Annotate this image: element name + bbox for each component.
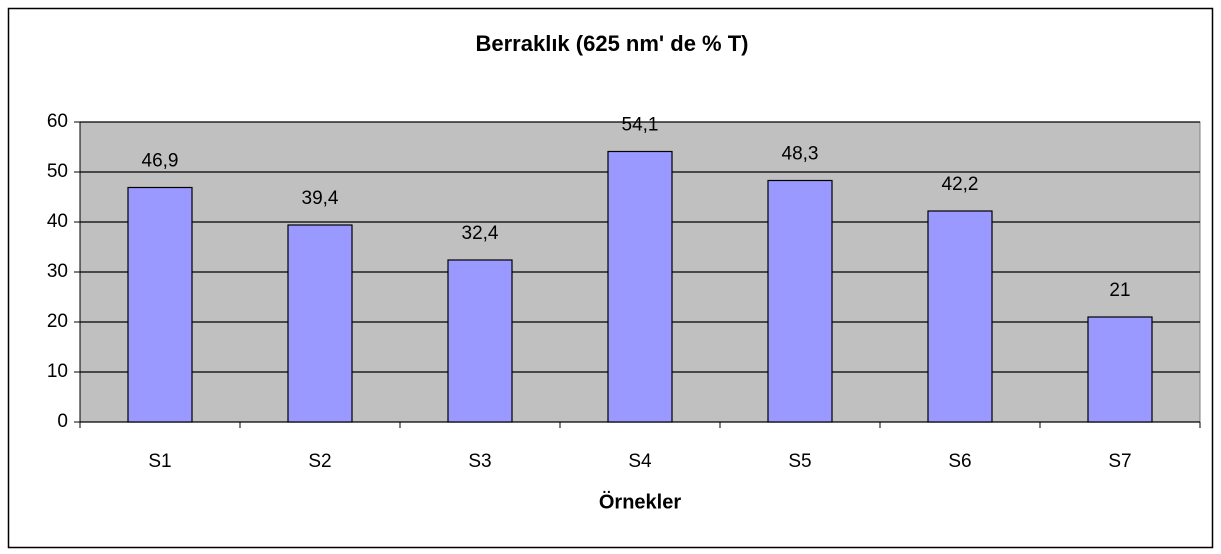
bar bbox=[607, 150, 673, 423]
bar bbox=[447, 259, 513, 423]
x-tick-label: S3 bbox=[468, 451, 491, 472]
y-tick-label: 0 bbox=[57, 411, 68, 432]
bar bbox=[127, 186, 193, 423]
data-label: 54,1 bbox=[622, 115, 659, 136]
x-tick-label: S1 bbox=[148, 451, 171, 472]
y-tick-label: 10 bbox=[47, 361, 68, 382]
bar bbox=[1087, 316, 1153, 423]
bar bbox=[927, 210, 993, 423]
y-tick-label: 30 bbox=[47, 261, 68, 282]
x-tick-label: S4 bbox=[628, 451, 652, 472]
chart-title: Berraklık (625 nm' de % T) bbox=[475, 31, 748, 56]
x-axis-label: Örnekler bbox=[599, 490, 681, 513]
y-tick-label: 50 bbox=[47, 161, 68, 182]
x-tick-label: S7 bbox=[1108, 451, 1131, 472]
y-tick-label: 40 bbox=[47, 211, 68, 232]
data-label: 39,4 bbox=[302, 188, 339, 209]
x-tick-label: S6 bbox=[948, 451, 971, 472]
x-tick-label: S2 bbox=[308, 451, 331, 472]
data-label: 32,4 bbox=[462, 223, 499, 244]
y-tick-label: 60 bbox=[47, 111, 68, 132]
data-label: 46,9 bbox=[142, 151, 179, 172]
x-tick-label: S5 bbox=[788, 451, 811, 472]
bar bbox=[287, 224, 353, 423]
data-label: 21 bbox=[1109, 280, 1130, 301]
bar bbox=[767, 179, 833, 423]
y-tick-label: 20 bbox=[47, 311, 68, 332]
data-label: 48,3 bbox=[782, 144, 819, 165]
data-label: 42,2 bbox=[942, 174, 979, 195]
